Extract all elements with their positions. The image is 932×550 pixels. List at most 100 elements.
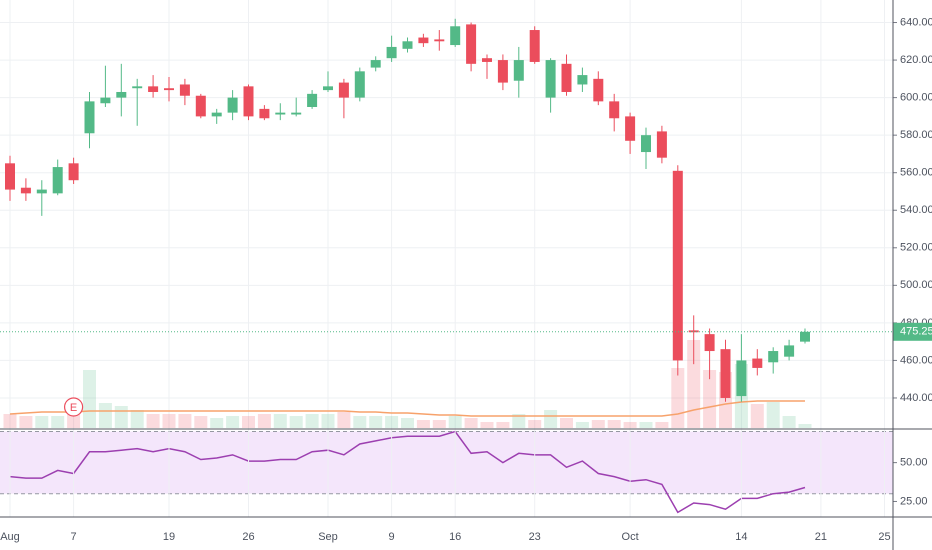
candle-body	[545, 60, 556, 98]
candle-body	[752, 358, 763, 368]
y-tick-label: 540.00	[900, 204, 932, 216]
candle-body	[482, 58, 492, 62]
candle-body	[338, 82, 349, 98]
candle-body	[466, 24, 477, 64]
x-tick-label: Sep	[318, 531, 338, 543]
candle-body	[195, 95, 206, 117]
volume-bar	[560, 418, 573, 428]
volume-bar	[178, 414, 192, 428]
candle-body	[36, 189, 47, 194]
volume-bar	[35, 416, 49, 428]
candle-body	[243, 86, 254, 117]
candle-body	[307, 93, 318, 107]
candle-body	[386, 46, 397, 59]
volume-bar	[146, 414, 160, 428]
volume-bar	[130, 410, 144, 428]
x-tick-label: 19	[163, 531, 175, 543]
candle-body	[100, 97, 111, 104]
volume-bar	[51, 416, 65, 428]
volume-bar	[257, 414, 271, 428]
candle-body	[736, 360, 747, 397]
candle-body	[513, 60, 524, 81]
volume-bar	[369, 416, 383, 428]
y-tick-label: 440.00	[900, 392, 932, 404]
candle-body	[641, 135, 651, 153]
candle-body	[529, 30, 540, 62]
candle-body	[52, 167, 63, 194]
volume-bar	[591, 420, 605, 428]
volume-bar	[703, 370, 717, 428]
candle-body	[561, 63, 572, 92]
volume-bar	[432, 420, 446, 428]
x-tick-label: Aug	[0, 531, 20, 543]
candle-body	[370, 60, 381, 68]
volume-bar	[448, 416, 462, 428]
volume-bar	[655, 422, 669, 428]
x-tick-label: 26	[242, 531, 254, 543]
x-tick-label: 16	[449, 531, 461, 543]
volume-ma-line	[9, 400, 805, 417]
candle-body	[164, 88, 174, 91]
candle-body	[259, 108, 270, 119]
candle-body	[609, 101, 620, 119]
rsi-band	[0, 431, 893, 494]
last-price-tag	[893, 322, 932, 341]
candle-body	[768, 351, 779, 363]
candle-body	[116, 91, 127, 98]
candle-body	[68, 163, 79, 181]
volume-bar	[194, 416, 208, 428]
volume-bar	[321, 414, 335, 428]
volume-bar	[528, 420, 542, 428]
earnings-marker	[63, 397, 84, 417]
candle-body	[800, 331, 810, 342]
candle-body	[656, 131, 667, 158]
volume-bar	[512, 414, 526, 428]
x-tick-label: 7	[71, 531, 77, 543]
candle-body	[450, 26, 461, 46]
y-tick-label: 620.00	[900, 54, 932, 66]
x-tick-label: 14	[735, 531, 747, 543]
volume-bar	[575, 422, 589, 428]
candle-body	[5, 163, 15, 190]
volume-bar	[273, 414, 287, 428]
candle-body	[20, 187, 31, 194]
candle-body	[625, 116, 636, 141]
candle-body	[275, 112, 286, 115]
y-tick-label: 600.00	[900, 92, 932, 104]
volume-bar	[480, 422, 494, 428]
candle-body	[497, 60, 508, 83]
x-tick-label: 9	[389, 531, 395, 543]
y-tick-label: 560.00	[900, 167, 932, 179]
volume-bar	[782, 416, 796, 428]
volume-bar	[98, 403, 112, 428]
candle-body	[84, 101, 95, 134]
candle-body	[132, 86, 143, 89]
candle-body	[291, 112, 302, 115]
candle-body	[354, 71, 365, 98]
candle-body	[434, 39, 445, 42]
x-tick-label: Oct	[622, 531, 639, 543]
candle-body	[227, 97, 238, 113]
candle-body	[672, 170, 683, 361]
candle-body	[593, 78, 604, 102]
volume-bar	[607, 420, 621, 428]
candle-body	[720, 349, 731, 398]
volume-bar	[639, 422, 653, 428]
volume-bar	[416, 420, 430, 428]
rsi-line	[9, 430, 806, 514]
volume-bar	[353, 416, 367, 428]
candle-body	[418, 37, 429, 44]
candle-body	[148, 86, 159, 92]
volume-bar	[162, 414, 176, 428]
volume-bar	[242, 416, 255, 428]
volume-bar	[687, 340, 701, 428]
candle-body	[323, 86, 333, 91]
volume-bar	[3, 414, 17, 428]
volume-bar	[544, 410, 558, 428]
candle-body	[784, 345, 795, 357]
y-tick-label: 500.00	[900, 279, 932, 291]
candle-body	[704, 334, 715, 352]
candle-body	[402, 41, 413, 49]
volume-bar	[19, 416, 33, 428]
